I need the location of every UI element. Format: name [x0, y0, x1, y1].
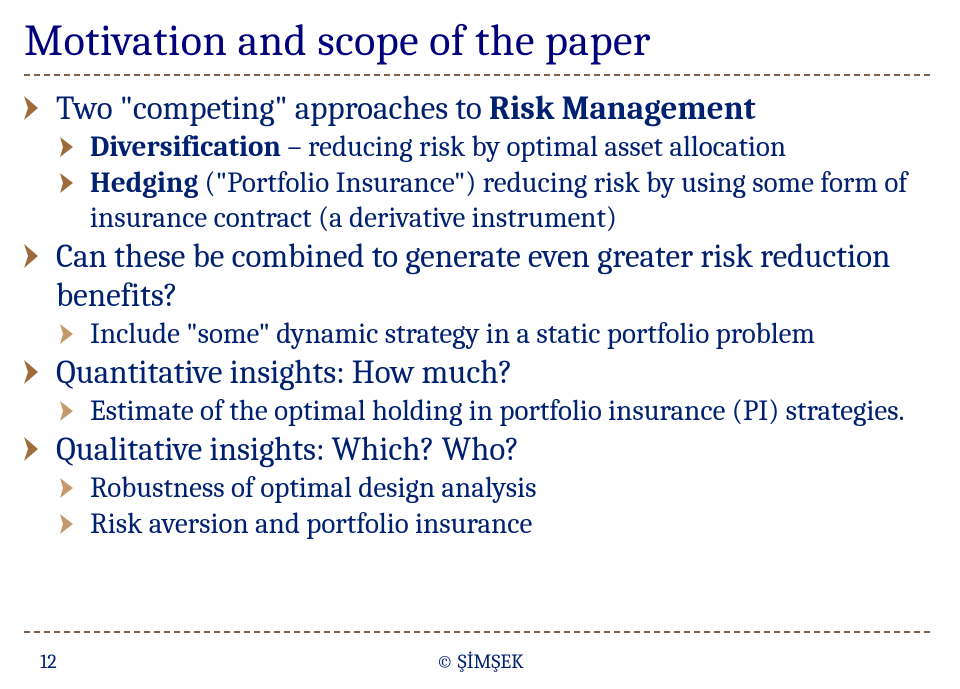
page-number: 12 [40, 650, 57, 673]
bullet-content: Two "competing" approaches to Risk Manag… [24, 90, 930, 542]
bullet-item: Can these be combined to generate even g… [24, 238, 930, 316]
arrow-icon [60, 514, 76, 534]
bullet-text: Diversification – reducing risk by optim… [90, 131, 930, 165]
bullet-text: Include "some" dynamic strategy in a sta… [90, 318, 930, 352]
bullet-item: Quantitative insights: How much? [24, 354, 930, 393]
arrow-icon [60, 401, 76, 421]
title-divider [24, 74, 930, 76]
bullet-text: Two "competing" approaches to Risk Manag… [56, 90, 930, 129]
bullet-item: Diversification – reducing risk by optim… [60, 131, 930, 165]
slide: Motivation and scope of the paper Two "c… [0, 0, 960, 689]
footer-divider [24, 631, 930, 633]
arrow-icon [24, 437, 42, 461]
bullet-text: Risk aversion and portfolio insurance [90, 508, 930, 542]
footer-credit: © ŞİMŞEK [436, 650, 524, 673]
bullet-item: Two "competing" approaches to Risk Manag… [24, 90, 930, 129]
bullet-item: Hedging ("Portfolio Insurance") reducing… [60, 167, 930, 235]
arrow-icon [60, 324, 76, 344]
bullet-item: Estimate of the optimal holding in portf… [60, 395, 930, 429]
bullet-item: Risk aversion and portfolio insurance [60, 508, 930, 542]
bullet-text: Robustness of optimal design analysis [90, 472, 930, 506]
arrow-icon [24, 360, 42, 384]
bullet-item: Include "some" dynamic strategy in a sta… [60, 318, 930, 352]
bullet-text: Estimate of the optimal holding in portf… [90, 395, 930, 429]
bullet-text: Can these be combined to generate even g… [56, 238, 930, 316]
bullet-text: Hedging ("Portfolio Insurance") reducing… [90, 167, 930, 235]
bullet-item: Qualitative insights: Which? Who? [24, 431, 930, 470]
arrow-icon [60, 137, 76, 157]
arrow-icon [24, 96, 42, 120]
slide-title: Motivation and scope of the paper [24, 18, 930, 64]
arrow-icon [60, 478, 76, 498]
arrow-icon [24, 244, 42, 268]
bullet-text: Qualitative insights: Which? Who? [56, 431, 930, 470]
arrow-icon [60, 173, 76, 193]
bullet-item: Robustness of optimal design analysis [60, 472, 930, 506]
bullet-text: Quantitative insights: How much? [56, 354, 930, 393]
